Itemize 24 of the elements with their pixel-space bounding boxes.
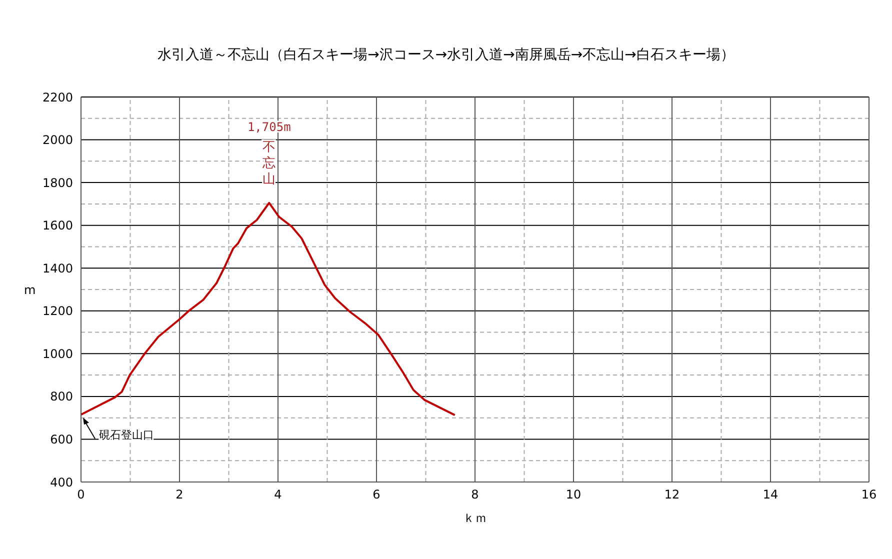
- y-tick-label: 1800: [42, 176, 73, 190]
- x-tick-label: 14: [762, 488, 778, 502]
- y-tick-label: 1600: [42, 218, 73, 233]
- y-tick-label: 800: [50, 390, 73, 404]
- x-tick-label: 4: [274, 488, 282, 502]
- x-tick-label: 10: [566, 488, 582, 502]
- x-tick-label: 2: [176, 488, 184, 502]
- y-tick-label: 600: [50, 432, 73, 446]
- annotation: 硯石登山口: [99, 428, 154, 442]
- x-axis-title: ｋｍ: [463, 511, 487, 525]
- x-tick-label: 12: [664, 488, 680, 502]
- y-tick-label: 1200: [42, 304, 73, 318]
- y-tick-label: 1400: [42, 261, 73, 276]
- y-tick-label: 2000: [42, 133, 73, 148]
- x-tick-label: 8: [471, 488, 479, 502]
- x-tick-label: 0: [77, 488, 85, 502]
- y-tick-label: 400: [50, 475, 73, 490]
- x-tick-label: 6: [372, 488, 380, 502]
- y-tick-label: 1000: [42, 346, 73, 361]
- x-tick-label: 16: [861, 488, 877, 502]
- y-axis-title: m: [24, 282, 36, 297]
- line-series: [81, 202, 456, 416]
- y-tick-label: 2200: [42, 90, 73, 104]
- chart-title: 水引入道～不忘山（白石スキー場→沢コース→水引入道→南屏風岳→不忘山→白石スキー場）: [156, 46, 736, 64]
